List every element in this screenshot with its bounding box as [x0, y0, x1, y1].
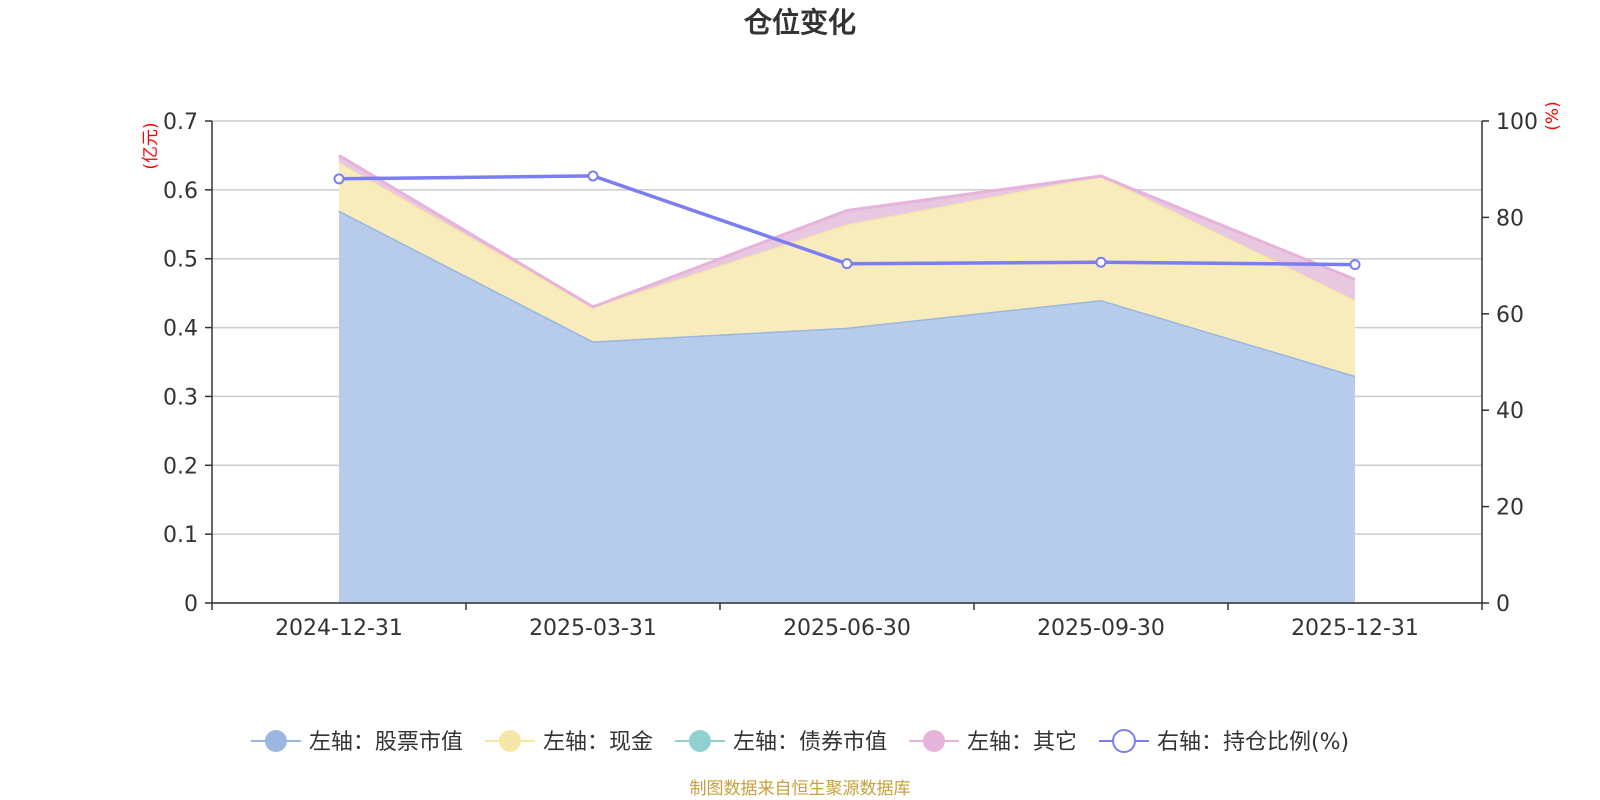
- ratio-point: [333, 173, 345, 185]
- right-tick-label: 40: [1496, 399, 1524, 424]
- source-note: 制图数据来自恒生聚源数据库: [690, 779, 911, 799]
- legend-swatch-marker: [1111, 729, 1136, 753]
- legend-label: 左轴：现金: [543, 730, 653, 755]
- ratio-line: [333, 170, 1361, 271]
- ratio-point: [1095, 256, 1107, 268]
- x-tick-label: 2025-09-30: [1037, 616, 1165, 641]
- legend-label: 左轴：其它: [967, 730, 1077, 755]
- legend-item[interactable]: 左轴：现金: [484, 730, 653, 755]
- ratio-point: [587, 170, 599, 182]
- right-tick-label: 20: [1496, 496, 1524, 521]
- left-tick-label: 0.5: [163, 248, 198, 273]
- left-axis-unit: (亿元): [141, 122, 161, 169]
- x-tick-label: 2024-12-31: [275, 616, 403, 641]
- legend-item[interactable]: 左轴：股票市值: [250, 730, 463, 755]
- right-tick-label: 80: [1496, 206, 1524, 231]
- right-tick-label: 100: [1496, 110, 1538, 135]
- left-tick-label: 0.6: [163, 179, 198, 204]
- legend-swatch-marker: [264, 730, 287, 752]
- right-tick-label: 60: [1496, 303, 1524, 328]
- legend-item[interactable]: 左轴：债券市值: [674, 730, 887, 755]
- legend-swatch-marker: [922, 730, 945, 752]
- legend-swatch-marker: [498, 730, 521, 752]
- left-tick-label: 0.7: [163, 110, 198, 135]
- legend: 左轴：股票市值 左轴：现金 左轴：债券市值 左轴：其它 右轴：持仓比例(%): [250, 729, 1349, 755]
- left-tick-label: 0.3: [163, 385, 198, 410]
- left-tick-label: 0: [184, 592, 198, 617]
- area-edge-line: [338, 154, 1356, 309]
- right-axis-unit: (%): [1543, 101, 1563, 130]
- axes: 0 0.1 0.2 0.3 0.4 0.5 0.6 0.7 0 20 40 60 80 100 2024-1…: [163, 110, 1538, 641]
- area-fill: [339, 210, 1355, 603]
- legend-label: 左轴：股票市值: [309, 730, 463, 755]
- left-tick-label: 0.2: [163, 454, 198, 479]
- x-tick-label: 2025-06-30: [783, 616, 911, 641]
- legend-item[interactable]: 左轴：其它: [908, 730, 1077, 755]
- left-tick-label: 0.1: [163, 523, 198, 548]
- legend-label: 左轴：债券市值: [733, 730, 887, 755]
- x-tick-label: 2025-12-31: [1291, 616, 1419, 641]
- right-tick-label: 0: [1496, 592, 1510, 617]
- left-tick-label: 0.4: [163, 317, 198, 342]
- chart-title: 仓位变化: [744, 6, 856, 39]
- ratio-point: [841, 258, 853, 270]
- stacked-areas: [338, 154, 1356, 603]
- x-tick-label: 2025-03-31: [529, 616, 657, 641]
- legend-label: 右轴：持仓比例(%): [1157, 730, 1349, 755]
- legend-swatch-marker: [688, 730, 711, 752]
- legend-item[interactable]: 右轴：持仓比例(%): [1098, 729, 1349, 755]
- ratio-point: [1349, 259, 1361, 271]
